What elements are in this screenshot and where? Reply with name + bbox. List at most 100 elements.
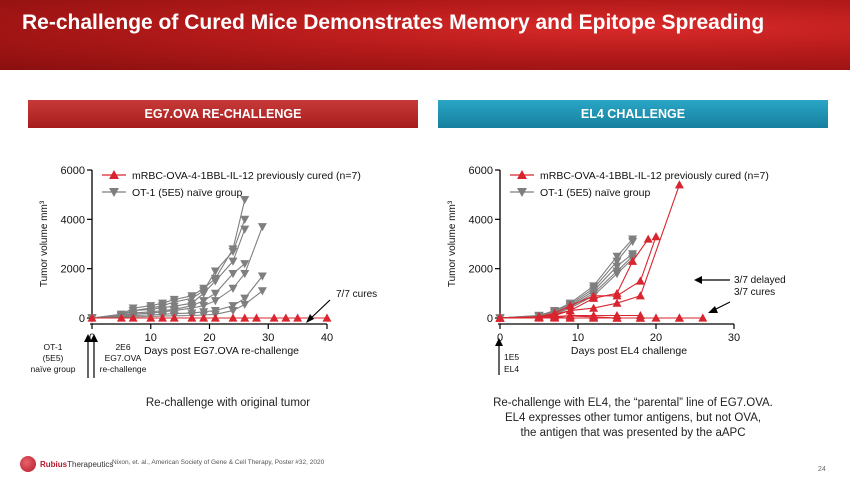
- chart1-series0-point: [565, 301, 575, 310]
- chart0-x-tick-label: 30: [262, 332, 274, 344]
- chart0-series1-line0: [91, 199, 246, 319]
- chart1-x-tick-label: 0: [497, 332, 503, 344]
- right-panel-header: EL4 CHALLENGE: [438, 100, 828, 128]
- chart0-x-axis-label: Days post EG7.OVA re-challenge: [144, 345, 299, 357]
- chart1-series0-point: [565, 306, 575, 315]
- right-caption-line-3: the antigen that was presented by the aA…: [520, 427, 746, 439]
- el4-arrowhead: [495, 338, 503, 346]
- chart0-series0-point: [228, 313, 238, 322]
- chart1-x-tick-label: 20: [650, 332, 662, 344]
- chart0-series0-point: [240, 313, 250, 322]
- chart0-y-tick-label: 6000: [61, 165, 85, 177]
- chart1-legend-label-0: mRBC-OVA-4-1BBL-IL-12 previously cured (…: [540, 170, 769, 182]
- chart1-series0-line1: [499, 236, 657, 319]
- ot1-label-1: OT-1: [44, 342, 63, 352]
- chart1-series1-point: [612, 257, 622, 266]
- chart1-series0-point: [589, 313, 599, 322]
- chart1-y-tick-label: 0: [487, 313, 493, 325]
- chart0-series1-point: [210, 277, 220, 286]
- chart0-y-tick-label: 2000: [61, 264, 85, 276]
- chart0-series1-point: [187, 304, 197, 313]
- chart0-series1-point: [228, 307, 238, 316]
- chart0-legend-label-0: mRBC-OVA-4-1BBL-IL-12 previously cured (…: [132, 170, 361, 182]
- chart0-x-tick-label: 20: [203, 332, 215, 344]
- right-arrowhead-cures: [708, 306, 718, 313]
- chart0-series0-point: [87, 313, 97, 322]
- eg7-label-1: 2E6: [115, 342, 130, 352]
- chart0-series1-point: [240, 294, 250, 303]
- chart1-series0-point: [612, 291, 622, 300]
- right-annotation-delayed: 3/7 delayed: [734, 275, 786, 286]
- chart0-series1-point: [240, 270, 250, 279]
- logo-mark-icon: [20, 456, 36, 472]
- left-chart: 0200040006000010203040Days post EG7.OVA …: [31, 165, 377, 378]
- chart1-series0-point: [635, 313, 645, 322]
- chart0-series0-point: [252, 313, 261, 322]
- chart1-legend-label-1: OT-1 (5E5) naïve group: [540, 187, 650, 199]
- chart0-legend-marker-0: [109, 170, 119, 179]
- chart0-series1-point: [240, 215, 250, 224]
- ot1-label-3: naïve group: [31, 364, 76, 374]
- chart0-series0-point: [199, 313, 209, 322]
- chart1-series0-point: [674, 313, 684, 322]
- chart0-x-tick-label: 10: [145, 332, 157, 344]
- chart0-legend-marker-1: [109, 188, 119, 197]
- chart0-legend-label-1: OT-1 (5E5) naïve group: [132, 187, 242, 199]
- eg7-label-2: EG7.OVA: [105, 353, 142, 363]
- chart0-series1-point: [199, 297, 209, 306]
- chart1-y-tick-label: 4000: [469, 214, 493, 226]
- chart0-series0-point: [269, 313, 279, 322]
- chart1-series1-point: [612, 270, 622, 279]
- chart1-series1-point: [628, 237, 638, 247]
- chart1-series0-point: [635, 291, 645, 300]
- chart1-legend-marker-1: [517, 188, 527, 197]
- chart0-series1-point: [169, 298, 179, 307]
- eg7-label-3: re-challenge: [100, 364, 147, 374]
- chart1-x-tick-label: 30: [728, 332, 740, 344]
- chart1-series0-point: [635, 276, 645, 285]
- right-caption-line-2: EL4 expresses other tumor antigens, but …: [504, 412, 762, 424]
- chart1-series0-point: [589, 291, 599, 300]
- left-caption: Re-challenge with original tumor: [145, 397, 311, 409]
- chart0-series1-line2: [91, 229, 246, 319]
- chart0-y-tick-label: 0: [79, 313, 85, 325]
- chart1-y-tick-label: 6000: [469, 165, 493, 177]
- chart1-series1-point: [612, 252, 622, 261]
- chart1-series1-point: [612, 262, 622, 271]
- chart1-series0-point: [628, 256, 638, 265]
- chart1-series0-point: [565, 313, 575, 322]
- right-chart-plot: 0 2000 4000 6000 0 10 20 30 Days post EL4 challe…: [447, 165, 769, 357]
- chart0-series1-point: [199, 302, 209, 311]
- chart0-series1-point: [240, 225, 250, 234]
- chart0-series1-point: [187, 294, 197, 303]
- right-annotation-cures: 3/7 cures: [734, 287, 775, 298]
- ot1-label-2: (5E5): [43, 353, 64, 363]
- left-annotation-arrow: [308, 299, 331, 321]
- chart1-x-axis-label: Days post EL4 challenge: [571, 345, 687, 357]
- chart0-y-axis-label: Tumor volume mm³: [39, 200, 50, 287]
- ot1-arrowhead: [84, 334, 92, 342]
- chart0-series0-point: [169, 313, 179, 322]
- chart1-legend-marker-0: [517, 170, 527, 179]
- left-panel-header: EG7.OVA RE-CHALLENGE: [28, 100, 418, 128]
- right-arrow-cures: [713, 301, 731, 311]
- chart0-series1-point: [210, 267, 220, 276]
- slide-title: Re-challenge of Cured Mice Demonstrates …: [22, 11, 765, 34]
- right-chart: 0 2000 4000 6000 0 10 20 30 Days post EL4 challe…: [447, 165, 786, 375]
- chart0-series0-point: [128, 313, 138, 322]
- chart0-series0-point: [146, 313, 156, 322]
- chart1-series0-point: [651, 232, 661, 241]
- chart0-series1-line3: [91, 263, 246, 319]
- eg7-arrowhead: [90, 334, 98, 342]
- left-chart-plot: 0200040006000010203040Days post EG7.OVA …: [39, 165, 361, 357]
- right-arrowhead-delayed: [694, 276, 702, 284]
- logo-text: RubiusTherapeutics: [40, 459, 114, 469]
- chart0-series0-point: [210, 313, 220, 322]
- chart0-series1-point: [257, 223, 267, 232]
- citation: Nixon, et. al., American Society of Gene…: [112, 459, 325, 466]
- chart1-series0-point: [674, 180, 684, 189]
- left-annotation-arrowhead: [306, 314, 314, 323]
- chart0-series1-point: [228, 247, 238, 256]
- page-number: 24: [818, 466, 826, 473]
- chart0-series1-point: [257, 272, 267, 281]
